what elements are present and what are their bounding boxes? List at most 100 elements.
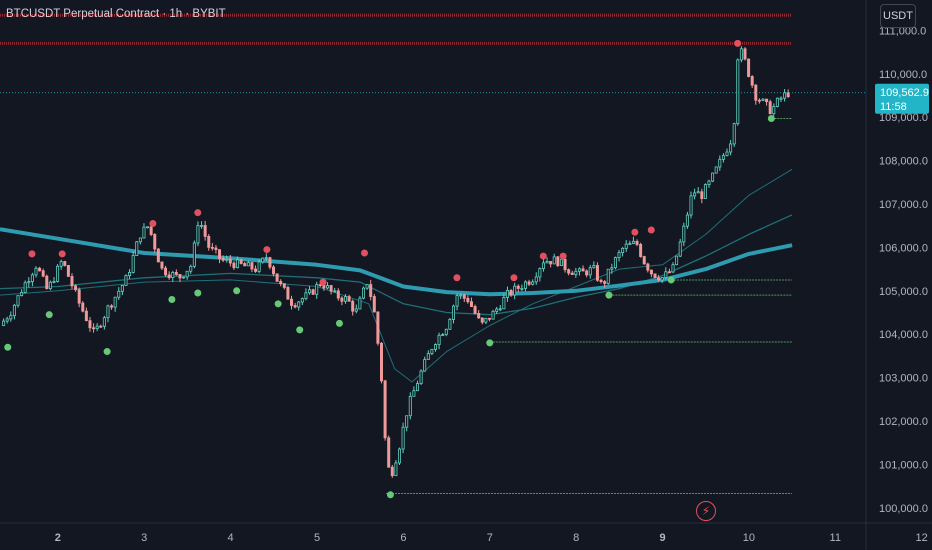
- candle-body: [642, 256, 646, 265]
- candle-body: [671, 264, 675, 273]
- candle-body: [174, 272, 178, 275]
- price-tick-label: 111,000.0: [879, 25, 926, 37]
- time-axis[interactable]: 2 3 4 5 6 7 8 9 10 11 12: [55, 532, 928, 544]
- candle-body: [412, 390, 416, 397]
- bar-countdown: 11:58: [880, 101, 907, 113]
- candle-body: [200, 225, 204, 227]
- candle-body: [513, 285, 517, 296]
- candle-body: [156, 248, 160, 263]
- candle-body: [138, 237, 142, 243]
- candle-body: [599, 279, 603, 282]
- candle-body: [12, 304, 16, 317]
- candle-body: [685, 214, 689, 227]
- candle-body: [282, 283, 286, 288]
- candle-body: [268, 257, 272, 268]
- candle-body: [757, 99, 761, 102]
- lightning-alert-icon[interactable]: ⚡: [696, 501, 716, 521]
- candle-body: [455, 295, 459, 307]
- candle-body: [239, 259, 243, 264]
- candle-body: [736, 59, 740, 125]
- candle-body: [74, 285, 78, 291]
- candle-body: [322, 284, 326, 289]
- candle-body: [66, 265, 70, 277]
- candle-body: [477, 313, 481, 319]
- candle-body: [290, 298, 294, 306]
- currency-button[interactable]: USDT: [880, 4, 916, 28]
- candle-body: [581, 268, 585, 272]
- candle-body: [603, 281, 607, 284]
- candle-body: [606, 268, 610, 284]
- candle-body: [84, 310, 88, 322]
- candle-body: [649, 269, 653, 275]
- swing-high-marker: [194, 209, 202, 217]
- price-axis[interactable]: 111,000.0 110,000.0 109,000.0 108,000.0 107,…: [879, 25, 928, 514]
- candle-body: [254, 268, 258, 272]
- candle-body: [88, 320, 92, 329]
- candle-body: [210, 246, 214, 249]
- candle-body: [772, 106, 776, 115]
- candle-body: [570, 272, 574, 275]
- candle-body: [250, 262, 254, 270]
- swing-low-marker: [45, 311, 53, 319]
- price-tick-label: 109,000.0: [879, 112, 928, 124]
- candle-body: [448, 319, 452, 330]
- candle-body: [765, 98, 769, 103]
- candle-body: [128, 271, 132, 277]
- candle-body: [703, 184, 707, 199]
- candle-body: [365, 284, 369, 289]
- swing-markers: [4, 39, 775, 499]
- candle-body: [336, 290, 340, 299]
- candle-body: [520, 287, 524, 290]
- candle-body: [498, 308, 502, 311]
- candle-body: [441, 334, 445, 337]
- candle-body: [639, 244, 643, 257]
- candle-body: [621, 247, 625, 253]
- candle-body: [538, 268, 542, 278]
- candle-body: [502, 297, 506, 310]
- price-tick-label: 104,000.0: [879, 329, 928, 341]
- candle-body: [725, 151, 729, 157]
- candle-body: [106, 305, 110, 319]
- candle-body: [556, 256, 560, 267]
- time-tick-label: 11: [830, 532, 841, 544]
- candle-body: [469, 301, 473, 307]
- candle-body: [315, 284, 319, 295]
- candle-body: [16, 295, 20, 306]
- candle-body: [693, 192, 697, 197]
- candle-body: [714, 166, 718, 174]
- candle-body: [70, 276, 74, 287]
- level-lines: [0, 13, 793, 494]
- candle-body: [783, 92, 787, 99]
- candle-body: [750, 76, 754, 86]
- candle-body: [451, 305, 455, 320]
- candle-body: [682, 225, 686, 243]
- candle-body: [779, 97, 783, 100]
- candle-body: [480, 317, 484, 323]
- candle-body: [484, 317, 488, 323]
- candle-body: [523, 281, 527, 289]
- candle-body: [369, 284, 373, 297]
- candle-body: [379, 342, 383, 382]
- price-tick-label: 106,000.0: [879, 242, 928, 254]
- swing-low-marker: [168, 295, 176, 303]
- candle-body: [387, 437, 391, 468]
- candle-body: [5, 318, 9, 322]
- moving-average-line: [0, 168, 793, 383]
- candle-body: [732, 123, 736, 145]
- swing-high-marker: [361, 249, 369, 257]
- candle-body: [236, 259, 240, 269]
- candle-body: [77, 289, 81, 304]
- candle-body: [390, 466, 394, 477]
- candle-body: [20, 292, 24, 297]
- candle-body: [577, 268, 581, 272]
- swing-low-marker: [335, 319, 343, 327]
- price-tick-label: 107,000.0: [879, 199, 928, 211]
- candle-body: [45, 275, 49, 290]
- swing-high-marker: [149, 220, 157, 228]
- candle-body: [293, 305, 297, 308]
- swing-high-marker: [28, 250, 36, 258]
- swing-high-marker: [631, 228, 639, 236]
- candle-body: [505, 289, 509, 298]
